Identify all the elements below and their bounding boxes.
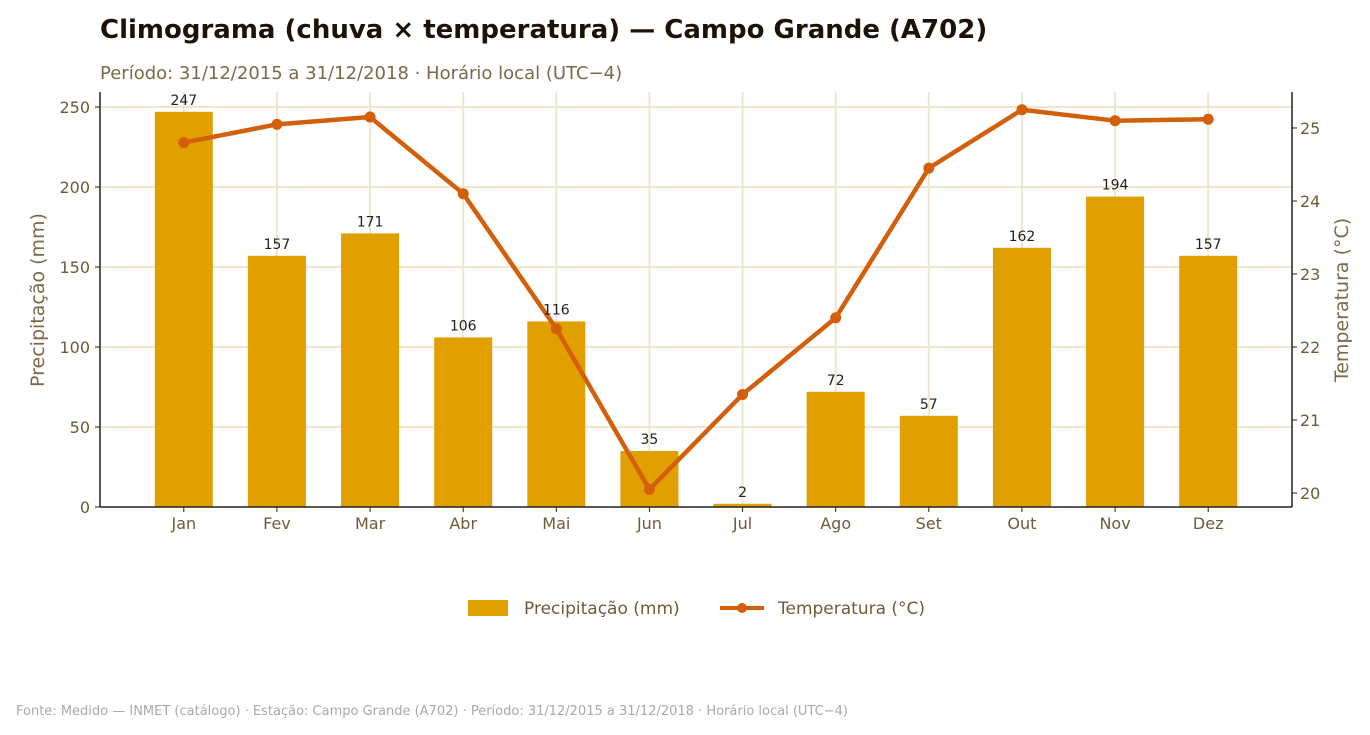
y-left-tick-label: 250 [59, 98, 90, 117]
y-right-tick-label: 24 [1300, 192, 1320, 211]
legend-label-precipitation: Precipitação (mm) [524, 599, 680, 619]
x-tick-label: Set [916, 514, 942, 533]
y-left-tick-label: 200 [59, 178, 90, 197]
bar-jun [620, 451, 679, 507]
temperature-point-jul [737, 388, 749, 400]
bar-value-label: 106 [450, 318, 477, 334]
bar-value-label: 157 [264, 237, 291, 253]
x-tick-label: Jun [636, 514, 662, 533]
y-right-tick-label: 25 [1300, 119, 1320, 138]
bar-value-label: 194 [1102, 178, 1129, 194]
temperature-line [183, 107, 1209, 492]
precipitation-bars [154, 111, 1238, 508]
temperature-point-set [923, 162, 935, 174]
bar-mar [341, 233, 400, 507]
y-left-tick-label: 150 [59, 258, 90, 277]
y-right-tick-label: 22 [1300, 338, 1320, 357]
bar-mai [527, 321, 586, 507]
temperature-point-nov [1109, 115, 1121, 127]
temperature-point-out [1016, 104, 1028, 116]
bar-abr [434, 337, 493, 507]
bar-jan [154, 111, 213, 508]
bar-value-label: 162 [1009, 229, 1036, 245]
bar-value-label: 157 [1195, 237, 1222, 253]
bar-ago [806, 391, 865, 507]
legend: Precipitação (mm) Temperatura (°C) [468, 599, 925, 619]
y-left-axis-title: Precipitação (mm) [27, 213, 49, 387]
x-tick-label: Fev [263, 514, 291, 533]
legend-swatch-precipitation [468, 600, 508, 616]
x-tick-label: Mar [355, 514, 386, 533]
temperature-point-ago [830, 312, 842, 324]
temperature-point-mar [364, 111, 376, 123]
temperature-point-fev [271, 118, 283, 130]
chart-subtitle: Período: 31/12/2015 a 31/12/2018 · Horár… [100, 63, 622, 84]
bar-value-label: 171 [357, 214, 384, 230]
bar-value-label: 72 [827, 373, 845, 389]
x-tick-label: Jul [732, 514, 752, 533]
y-right-axis-title: Temperatura (°C) [1331, 218, 1353, 383]
y-right-tick-label: 21 [1300, 411, 1320, 430]
bar-set [899, 415, 958, 507]
bar-jul [713, 503, 772, 507]
x-tick-label: Out [1007, 514, 1036, 533]
temperature-point-mai [550, 323, 562, 335]
bar-out [992, 247, 1051, 508]
y-left-tick-label: 0 [80, 498, 90, 517]
y-left-tick-label: 100 [59, 338, 90, 357]
bar-value-label: 116 [543, 302, 570, 318]
bar-dez [1179, 255, 1238, 507]
temperature-point-jan [178, 137, 190, 149]
x-tick-label: Abr [449, 514, 477, 533]
bar-fev [247, 255, 306, 507]
legend-marker-temperature [737, 603, 747, 613]
y-right-tick-label: 20 [1300, 484, 1320, 503]
bar-value-label: 35 [641, 432, 659, 448]
temperature-point-jun [643, 483, 655, 495]
bar-nov [1086, 196, 1145, 507]
x-tick-label: Ago [820, 514, 851, 533]
footer-source: Fonte: Medido — INMET (catálogo) · Estaç… [16, 704, 848, 719]
y-left-tick-label: 50 [70, 418, 90, 437]
x-tick-label: Dez [1193, 514, 1224, 533]
legend-label-temperature: Temperatura (°C) [777, 599, 925, 619]
tick-labels: 0 50 100 150 200 250 20 21 22 23 24 25 Jan Fev Mar Abr M… [59, 98, 1320, 533]
y-right-tick-label: 23 [1300, 265, 1320, 284]
x-tick-label: Nov [1099, 514, 1130, 533]
temperature-point-dez [1202, 113, 1214, 125]
temperature-point-abr [457, 188, 469, 200]
temperature-line-group [178, 104, 1214, 495]
bar-value-label: 57 [920, 397, 938, 413]
axes [99, 92, 1293, 508]
x-tick-label: Mai [542, 514, 570, 533]
bar-value-label: 2 [738, 485, 747, 501]
x-tick-label: Jan [170, 514, 196, 533]
bar-value-label: 247 [170, 93, 197, 109]
bar-value-labels: 247 157 171 106 116 35 2 72 57 162 194 157 [170, 93, 1221, 501]
chart-title: Climograma (chuva × temperatura) — Campo… [100, 15, 987, 45]
